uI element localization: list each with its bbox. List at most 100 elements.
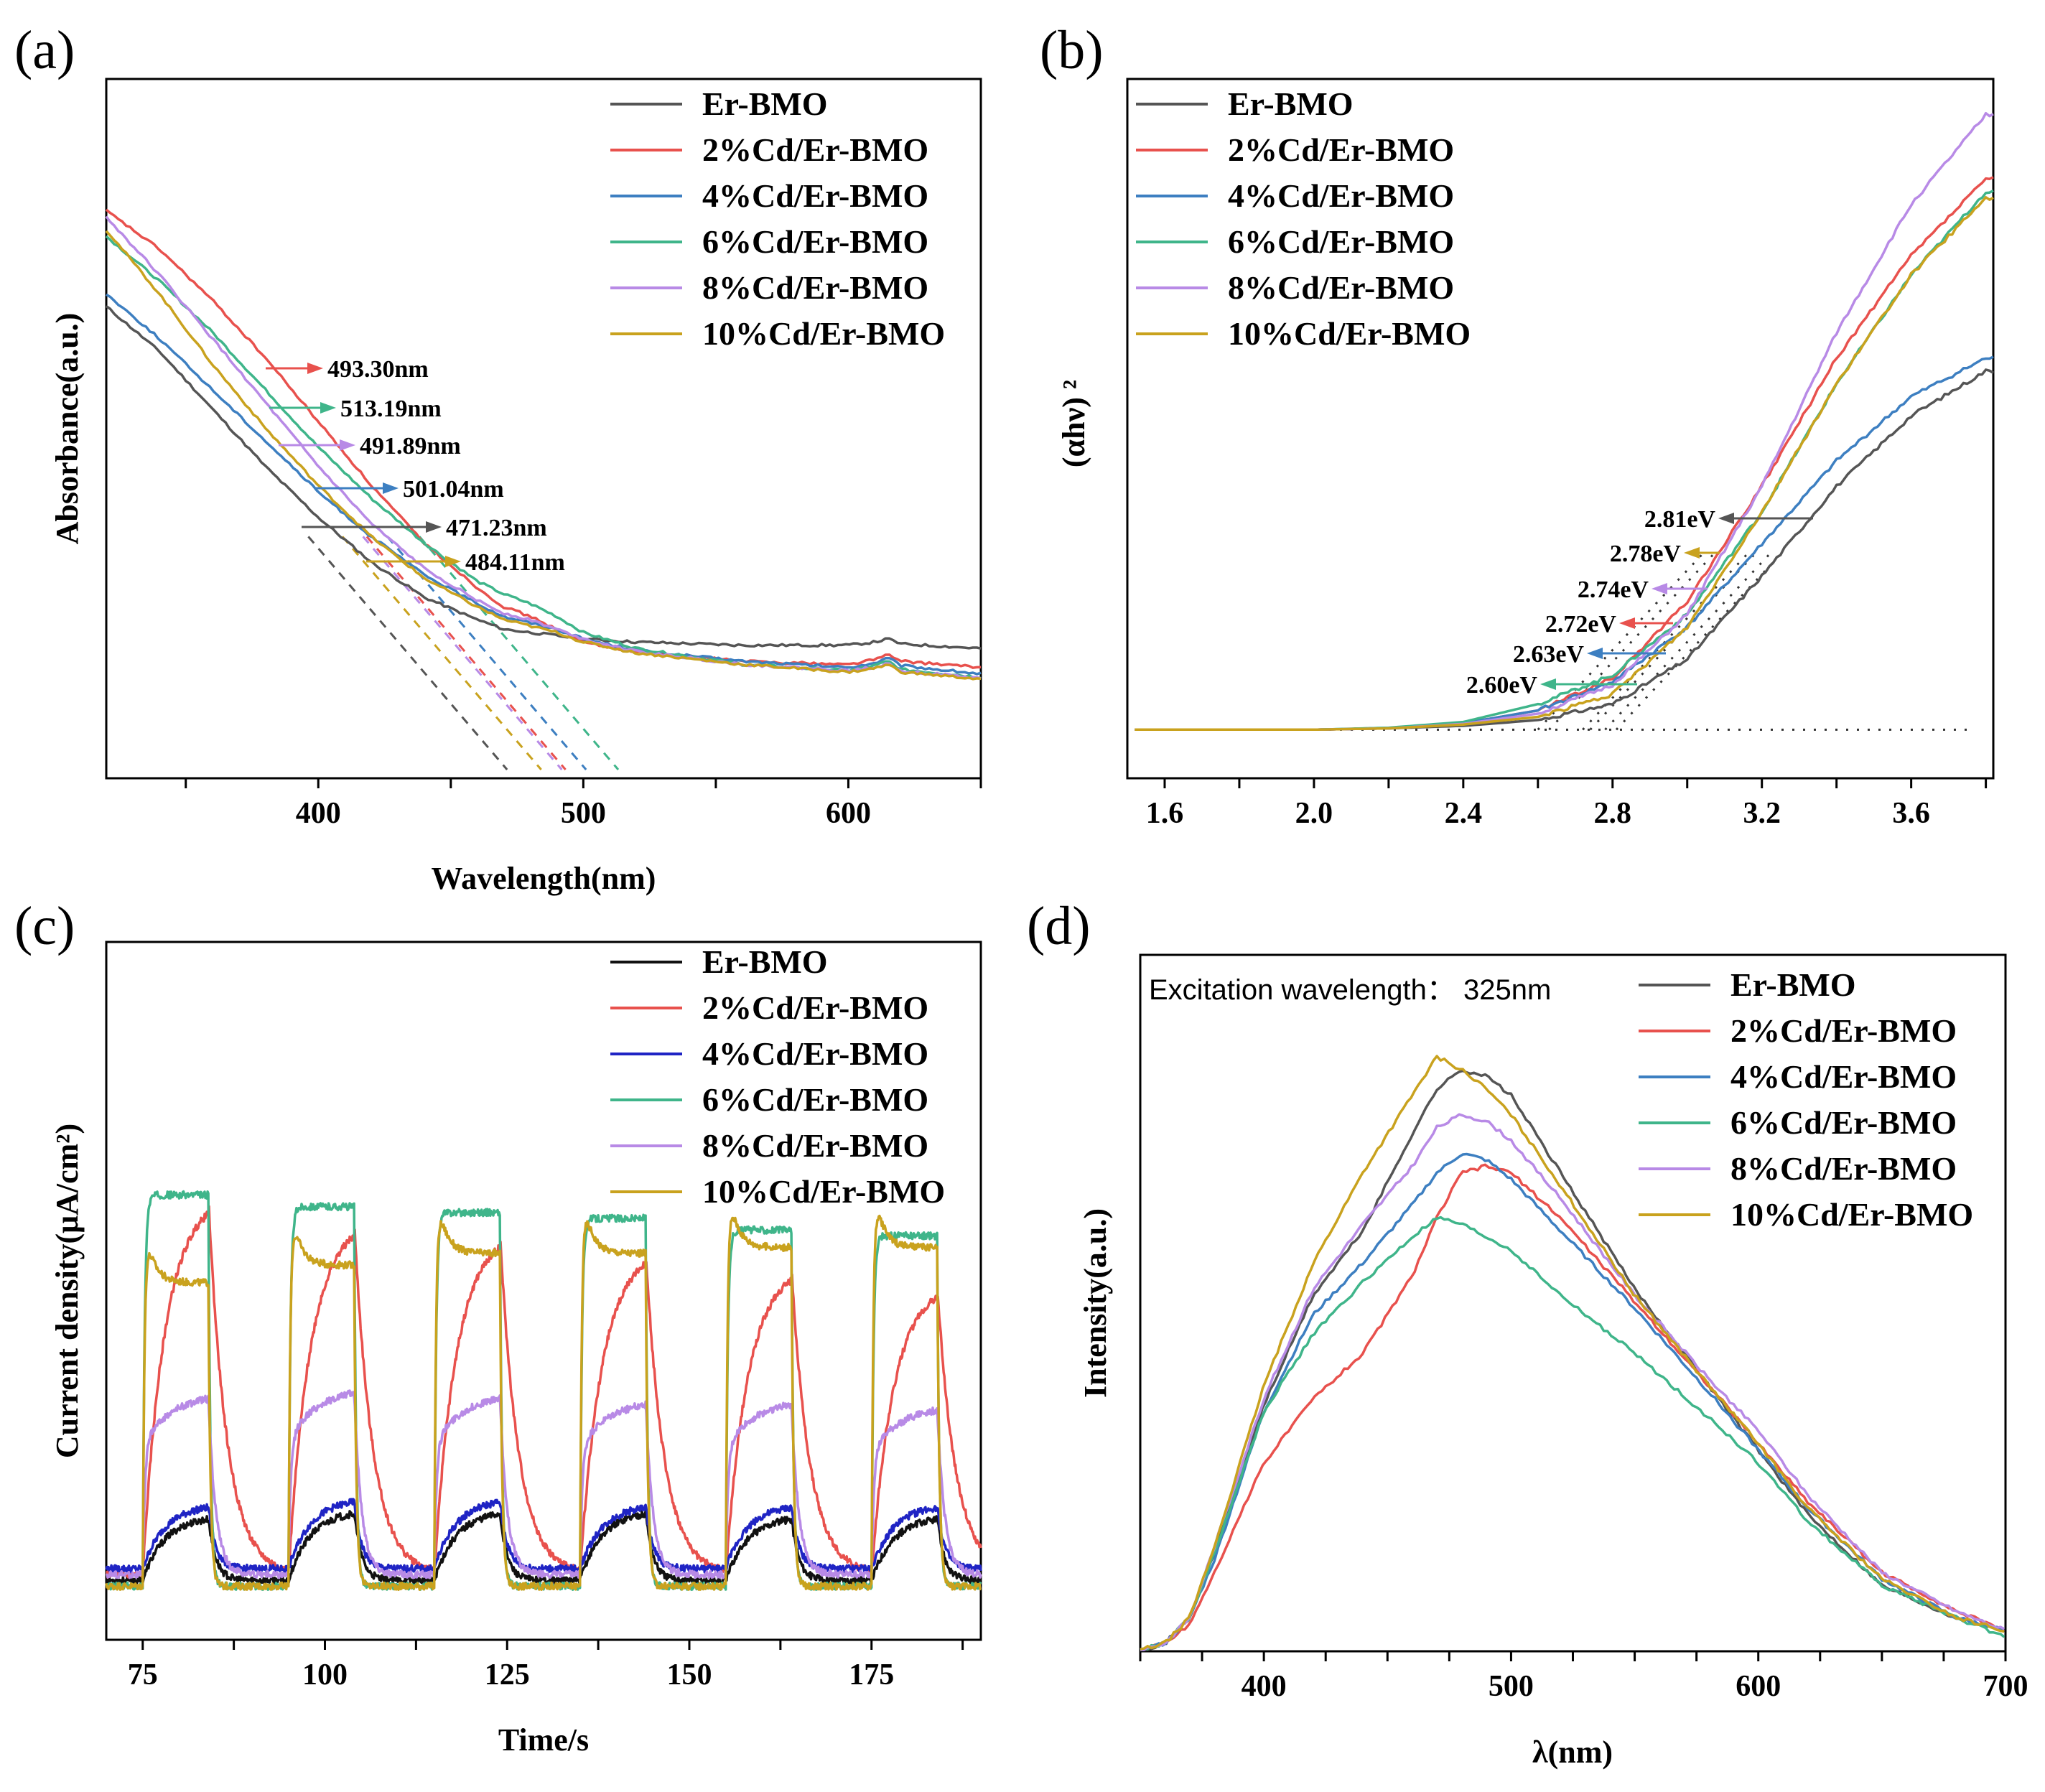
annotation-label: 491.89nm xyxy=(360,433,461,459)
legend-label-10pctcd-er-bmo: 10%Cd/Er-BMO xyxy=(702,1173,945,1210)
legend-label-2pctcd-er-bmo: 2%Cd/Er-BMO xyxy=(1228,131,1454,168)
legend-label-8pctcd-er-bmo: 8%Cd/Er-BMO xyxy=(1730,1150,1957,1187)
annotation-label: 471.23nm xyxy=(446,515,547,541)
annotation-arrowhead xyxy=(383,482,399,494)
series-line-4pctcd-er-bmo xyxy=(1140,1152,2005,1651)
annotation-arrowhead xyxy=(1652,583,1667,594)
series-line-10pctcd-er-bmo xyxy=(105,1214,982,1591)
edge-fit-2pctcd-er-bmo xyxy=(365,536,567,770)
annotation-label: 2.74eV xyxy=(1578,577,1649,603)
annotation-label: 2.81eV xyxy=(1644,506,1716,533)
series-line-er-bmo xyxy=(1135,368,1994,732)
annotation-arrowhead xyxy=(307,363,323,374)
panel-b-label: (b) xyxy=(1040,20,1104,80)
annotation-label: 2.63eV xyxy=(1513,641,1585,668)
annotation-label: 2.72eV xyxy=(1545,611,1617,638)
legend-label-4pctcd-er-bmo: 4%Cd/Er-BMO xyxy=(1228,177,1454,214)
series-line-2pctcd-er-bmo xyxy=(106,1205,982,1579)
x-tick-label: 150 xyxy=(667,1658,712,1691)
panel-a-label: (a) xyxy=(14,20,75,80)
annotation-label: 2.78eV xyxy=(1610,541,1682,567)
annotation-arrowhead xyxy=(340,439,355,451)
panel-c-label: (c) xyxy=(14,896,75,956)
series-line-6pctcd-er-bmo xyxy=(105,1190,982,1591)
panel-a: (a) 400 500 600 Er-BMO 2%Cd/Er-BMO 4%Cd/Er-B… xyxy=(14,20,982,896)
x-axis-title: Wavelength(nm) xyxy=(432,861,656,896)
tangent-10pctcd-er-bmo xyxy=(1604,549,1774,731)
tangent-6pctcd-er-bmo xyxy=(1537,549,1707,731)
series-line-8pctcd-er-bmo xyxy=(105,1389,982,1579)
annotation-label: 2.60eV xyxy=(1466,672,1538,699)
annotation-arrowhead xyxy=(426,521,442,533)
series-line-4pctcd-er-bmo xyxy=(1135,355,1994,732)
y-axis-title: Absorbance(a.u.) xyxy=(50,313,85,545)
panel-a-frame xyxy=(105,78,982,780)
legend-label-8pctcd-er-bmo: 8%Cd/Er-BMO xyxy=(702,269,928,306)
annotation-arrowhead xyxy=(1684,547,1700,559)
legend-label-6pctcd-er-bmo: 6%Cd/Er-BMO xyxy=(1228,223,1454,260)
legend-label-4pctcd-er-bmo: 4%Cd/Er-BMO xyxy=(1730,1058,1957,1095)
x-tick-label: 600 xyxy=(826,797,871,830)
series-line-10pctcd-er-bmo xyxy=(1140,1055,2005,1651)
annotation-arrowhead xyxy=(1587,648,1603,659)
annotation-arrowhead xyxy=(445,556,461,567)
series-line-er-bmo xyxy=(105,1510,982,1585)
series-line-4pctcd-er-bmo xyxy=(105,1498,982,1574)
tangent-2pctcd-er-bmo xyxy=(1582,549,1752,731)
tangent-4pctcd-er-bmo xyxy=(1548,549,1718,731)
edge-fit-6pctcd-er-bmo xyxy=(419,536,620,770)
legend-label-4pctcd-er-bmo: 4%Cd/Er-BMO xyxy=(702,177,928,214)
legend-label-er-bmo: Er-BMO xyxy=(702,85,828,122)
edge-fit-er-bmo xyxy=(307,536,508,770)
excitation-note: Excitation wavelength： 325nm xyxy=(1149,974,1551,1006)
legend-label-10pctcd-er-bmo: 10%Cd/Er-BMO xyxy=(1228,315,1471,352)
legend-label-8pctcd-er-bmo: 8%Cd/Er-BMO xyxy=(702,1127,928,1164)
x-tick-label: 125 xyxy=(485,1658,530,1691)
x-tick-label: 2.8 xyxy=(1594,797,1632,830)
x-tick-label: 400 xyxy=(296,797,341,830)
tangent-er-bmo xyxy=(1615,549,1785,731)
legend-label-8pctcd-er-bmo: 8%Cd/Er-BMO xyxy=(1228,269,1454,306)
annotation-label: 513.19nm xyxy=(340,396,442,422)
x-tick-label: 3.2 xyxy=(1743,797,1781,830)
annotation-arrowhead xyxy=(1718,513,1734,524)
annotation-label: 493.30nm xyxy=(327,356,429,383)
x-axis-title: λ(nm) xyxy=(1532,1735,1613,1770)
series-line-8pctcd-er-bmo xyxy=(1140,1113,2006,1651)
x-tick-label: 3.6 xyxy=(1892,797,1930,830)
x-tick-label: 700 xyxy=(1983,1670,2028,1703)
annotation-arrowhead xyxy=(1619,617,1635,629)
panel-b-frame xyxy=(1126,78,1995,780)
panel-b: (b) 1.6 2.0 2.4 2.8 3.2 3.6 Er-BMO 2%Cd/Er-BMO… xyxy=(1040,20,1995,830)
x-tick-label: 175 xyxy=(849,1658,894,1691)
y-axis-title: (αhν) ² xyxy=(1056,380,1091,467)
legend-label-4pctcd-er-bmo: 4%Cd/Er-BMO xyxy=(702,1035,928,1072)
legend-label-2pctcd-er-bmo: 2%Cd/Er-BMO xyxy=(702,131,928,168)
series-line-2pctcd-er-bmo xyxy=(105,208,982,669)
legend-label-6pctcd-er-bmo: 6%Cd/Er-BMO xyxy=(702,1081,928,1118)
x-tick-label: 2.4 xyxy=(1445,797,1483,830)
x-axis-title: Time/s xyxy=(498,1722,589,1758)
x-tick-label: 75 xyxy=(128,1658,158,1691)
panel-d: (d) Excitation wavelength： 325nm 400 500 6… xyxy=(1027,896,2028,1770)
x-tick-label: 600 xyxy=(1736,1670,1781,1703)
annotation-arrowhead xyxy=(1540,678,1556,690)
x-tick-label: 100 xyxy=(302,1658,348,1691)
legend-label-er-bmo: Er-BMO xyxy=(1730,966,1856,1003)
x-tick-label: 2.0 xyxy=(1295,797,1333,830)
panel-c: (c) 75 100 125 150 175 Er-BMO 2%Cd/Er-BMO 4%Cd… xyxy=(14,896,982,1758)
x-tick-label: 1.6 xyxy=(1146,797,1184,830)
series-line-6pctcd-er-bmo xyxy=(1140,1215,2006,1651)
annotation-arrowhead xyxy=(320,402,336,414)
legend-label-2pctcd-er-bmo: 2%Cd/Er-BMO xyxy=(702,989,928,1026)
legend-label-10pctcd-er-bmo: 10%Cd/Er-BMO xyxy=(1730,1196,1973,1233)
x-tick-label: 400 xyxy=(1242,1670,1287,1703)
legend-label-6pctcd-er-bmo: 6%Cd/Er-BMO xyxy=(702,223,928,260)
panel-c-frame xyxy=(105,941,982,1641)
y-axis-title: Current density(μA/cm²) xyxy=(50,1124,85,1458)
x-tick-label: 500 xyxy=(561,797,606,830)
legend-label-10pctcd-er-bmo: 10%Cd/Er-BMO xyxy=(702,315,945,352)
series-line-er-bmo xyxy=(106,305,982,650)
panel-d-label: (d) xyxy=(1027,896,1091,956)
